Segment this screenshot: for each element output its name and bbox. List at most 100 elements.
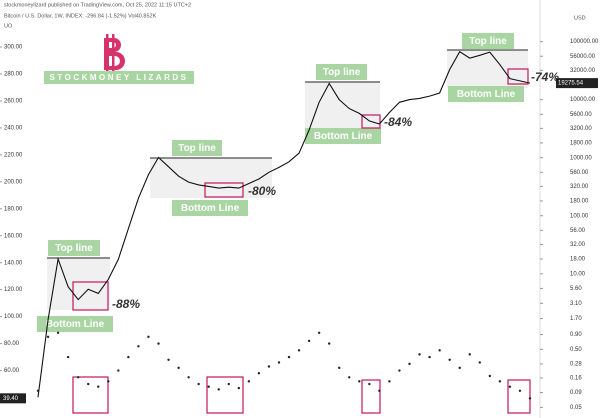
oscillator-dot	[267, 365, 271, 368]
oscillator-tag-box	[0, 393, 26, 404]
oscillator-dot	[66, 355, 70, 359]
oscillator-dot	[237, 386, 241, 390]
oscillator-dot	[87, 382, 90, 386]
top-label: Top line	[469, 36, 507, 47]
oscillator-dot	[338, 366, 341, 370]
oscillator-dot	[117, 369, 120, 372]
y2-tick-label: 3.10	[570, 301, 582, 307]
y2-tick-label: 1.70	[570, 316, 582, 322]
oscillator-dot	[368, 382, 371, 386]
y-tick-label: 80.00	[4, 341, 20, 347]
oscillator-dot	[518, 389, 522, 392]
bottom-label: Bottom Line	[46, 319, 105, 330]
drawdown: -84%	[384, 115, 412, 129]
y-tick-label: 60.00	[4, 368, 20, 374]
oscillator-dot	[327, 342, 331, 345]
y2-tick-label: 5.60	[570, 286, 582, 292]
y2-tick-label: 0.16	[570, 376, 582, 382]
oscillator-zone	[361, 379, 381, 414]
oscillator-dot	[147, 335, 150, 339]
top-label-box	[462, 33, 514, 49]
y-tick-label: 240.00	[4, 125, 23, 131]
y2-tick-label: 1800.00	[570, 140, 592, 146]
watermark-box	[44, 71, 194, 84]
y-tick-label: 260.00	[4, 99, 23, 105]
y2-tick-label: 32000.00	[570, 68, 596, 74]
bottom-label: Bottom Line	[314, 131, 373, 142]
oscillator-dot	[378, 389, 381, 392]
oscillator-dot	[217, 388, 220, 391]
y2-tick-label: 5600.00	[570, 112, 592, 118]
symbol: Bitcoin / U.S. Dollar, 1W, INDEX: -296.8…	[4, 13, 157, 19]
oscillator-dot	[358, 380, 361, 383]
oscillator-dot	[468, 353, 471, 356]
bottom-label: Bottom Line	[457, 89, 516, 100]
oscillator-dot	[76, 376, 80, 379]
oscillator-dot	[157, 342, 160, 345]
price-line	[37, 50, 531, 398]
y-tick-label: 120.00	[4, 287, 23, 293]
y2-tick-label: 320.00	[570, 184, 589, 190]
y2-tick-label: 100000.00	[570, 39, 599, 45]
indicator: UO	[4, 23, 13, 29]
top-label: Top line	[55, 243, 93, 254]
oscillator-dot	[207, 385, 210, 388]
oscillator-dot	[428, 355, 431, 359]
bottom-zone	[361, 114, 381, 129]
bottom-zone	[204, 182, 244, 198]
oscillator-dot	[227, 382, 230, 386]
oscillator-tag: 39.40	[3, 396, 19, 402]
oscillator-dot	[408, 362, 411, 366]
drawdown: -80%	[248, 184, 276, 198]
bottom-label-box	[37, 316, 113, 332]
top-label-box	[316, 64, 367, 80]
oscillator-dot	[36, 389, 40, 392]
oscillator-dot	[257, 372, 261, 375]
bitcoin-logo	[104, 34, 125, 74]
y2-tick-label: 1000.00	[570, 155, 592, 161]
oscillator-dot	[458, 366, 461, 370]
oscillator-zone	[507, 379, 531, 414]
top-label: Top line	[178, 143, 216, 154]
oscillator-dot	[167, 358, 170, 361]
drawdown: -74%	[531, 70, 559, 84]
oscillator-dot	[187, 376, 190, 379]
oscillator-dot	[247, 380, 251, 383]
y2-tick-label: 0.90	[570, 332, 582, 338]
oscillator-dot	[56, 331, 60, 335]
price-tag-box	[556, 78, 598, 89]
y-tick-label: 300.00	[4, 45, 23, 51]
oscillator-dot	[137, 345, 140, 348]
oscillator-dot	[277, 361, 281, 364]
bottom-label: Bottom Line	[181, 203, 240, 214]
y2-tick-label: 180.00	[570, 199, 589, 205]
oscillator-zone	[72, 376, 109, 414]
oscillator-dot	[498, 380, 502, 383]
oscillator-dot	[307, 339, 311, 343]
price-tag: 19275.54	[558, 81, 584, 87]
oscillator-dot	[46, 335, 50, 339]
cycle-range	[305, 82, 380, 130]
bottom-label-box	[448, 86, 524, 102]
y2-tick-label: 560.00	[570, 170, 589, 176]
bottom-label-box	[172, 200, 248, 216]
y-tick-label: 160.00	[4, 233, 23, 239]
y2-tick-label: 0.09	[570, 390, 582, 396]
oscillator-zone	[206, 376, 244, 414]
oscillator-dot	[508, 385, 512, 388]
y2-tick-label: 10000.00	[570, 97, 596, 103]
oscillator-dot	[197, 382, 200, 386]
y2-tick-label: 56000.00	[570, 54, 596, 60]
y-tick-label: 140.00	[4, 260, 23, 266]
drawdown: -88%	[112, 297, 140, 311]
y2-tick-label: 10.00	[570, 271, 586, 277]
oscillator-dot	[528, 397, 532, 400]
y-tick-label: 220.00	[4, 152, 23, 158]
cycle-range	[150, 158, 272, 198]
watermark: STOCKMONEY LIZARDS	[50, 73, 189, 82]
oscillator-dot	[348, 376, 351, 379]
oscillator-dot	[388, 380, 391, 383]
oscillator-dot	[398, 369, 401, 372]
oscillator-dot	[297, 349, 301, 352]
